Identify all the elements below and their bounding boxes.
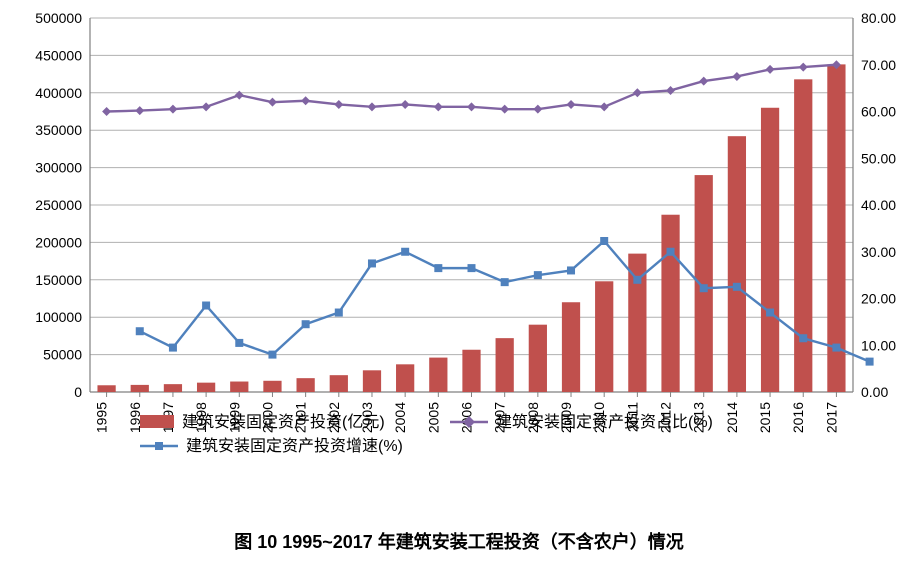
- marker-square: [136, 327, 144, 335]
- x-tick-label: 2015: [757, 402, 773, 433]
- bar: [363, 370, 381, 392]
- x-tick-label: 1995: [94, 402, 110, 433]
- bar: [396, 364, 414, 392]
- bar: [496, 338, 514, 392]
- chart-container: 0 50000 100000 150000 200000 250000 300000 3500…: [0, 0, 918, 572]
- marker-square: [866, 358, 874, 366]
- y1-tick-label: 500000: [35, 10, 82, 26]
- y2-tick-label: 10.00: [861, 337, 896, 353]
- legend-label: 建筑安装固定资产投资(亿元): [182, 413, 385, 431]
- bar: [164, 384, 182, 392]
- bar: [695, 175, 713, 392]
- bar: [595, 281, 613, 392]
- x-tick-label: 2014: [724, 402, 740, 433]
- bar: [794, 79, 812, 392]
- legend-swatch-bar: [140, 415, 174, 428]
- marker-square: [832, 344, 840, 352]
- marker-square: [169, 344, 177, 352]
- y2-tick-label: 70.00: [861, 57, 896, 73]
- y1-tick-label: 50000: [43, 347, 82, 363]
- marker-square: [700, 284, 708, 292]
- bar: [297, 378, 315, 392]
- marker-square: [468, 264, 476, 272]
- x-tick-label: 2005: [425, 402, 441, 433]
- bar: [761, 108, 779, 392]
- y1-tick-label: 100000: [35, 309, 82, 325]
- y2-tick-label: 0.00: [861, 384, 888, 400]
- x-tick-label: 2004: [392, 402, 408, 433]
- x-tick-label: 2016: [790, 402, 806, 433]
- bar: [429, 358, 447, 392]
- legend-label: 建筑安装固定资产投资占比(%): [496, 413, 713, 431]
- marker-square: [368, 259, 376, 267]
- bar: [263, 381, 281, 392]
- bar: [529, 325, 547, 392]
- marker-square: [302, 320, 310, 328]
- marker-square: [401, 248, 409, 256]
- marker-square: [600, 237, 608, 245]
- y1-tick-label: 0: [74, 384, 82, 400]
- marker-square: [667, 248, 675, 256]
- y1-tick-label: 450000: [35, 47, 82, 63]
- marker-square: [501, 278, 509, 286]
- bar: [230, 382, 248, 392]
- bar: [197, 383, 215, 392]
- marker-square: [268, 351, 276, 359]
- marker-square: [434, 264, 442, 272]
- x-tick-label: 2006: [459, 402, 475, 433]
- y1-tick-label: 150000: [35, 272, 82, 288]
- y2-tick-label: 50.00: [861, 150, 896, 166]
- y2-tick-label: 20.00: [861, 291, 896, 307]
- y2-tick-label: 80.00: [861, 10, 896, 26]
- y1-tick-label: 400000: [35, 85, 82, 101]
- bar: [330, 375, 348, 392]
- marker-square: [799, 334, 807, 342]
- bar: [97, 385, 115, 392]
- y2-tick-label: 30.00: [861, 244, 896, 260]
- marker-square: [733, 283, 741, 291]
- legend-label: 建筑安装固定资产投资增速(%): [186, 437, 403, 455]
- marker-square: [633, 276, 641, 284]
- marker-square: [766, 309, 774, 317]
- y1-tick-label: 250000: [35, 197, 82, 213]
- combo-chart: 0 50000 100000 150000 200000 250000 300000 3500…: [0, 0, 918, 470]
- bar: [827, 64, 845, 392]
- y1-tick-label: 350000: [35, 122, 82, 138]
- marker-square: [567, 266, 575, 274]
- bar: [562, 302, 580, 392]
- marker-square: [534, 271, 542, 279]
- bar: [462, 350, 480, 392]
- marker-square: [202, 302, 210, 310]
- y1-tick-label: 200000: [35, 234, 82, 250]
- y2-tick-label: 40.00: [861, 197, 896, 213]
- x-tick-label: 2017: [823, 402, 839, 433]
- marker-square: [335, 309, 343, 317]
- y2-tick-label: 60.00: [861, 104, 896, 120]
- chart-caption: 图 10 1995~2017 年建筑安装工程投资（不含农户）情况: [0, 528, 918, 554]
- bar: [131, 385, 149, 392]
- bar: [661, 215, 679, 392]
- bar: [728, 136, 746, 392]
- y1-tick-label: 300000: [35, 160, 82, 176]
- marker-square: [235, 339, 243, 347]
